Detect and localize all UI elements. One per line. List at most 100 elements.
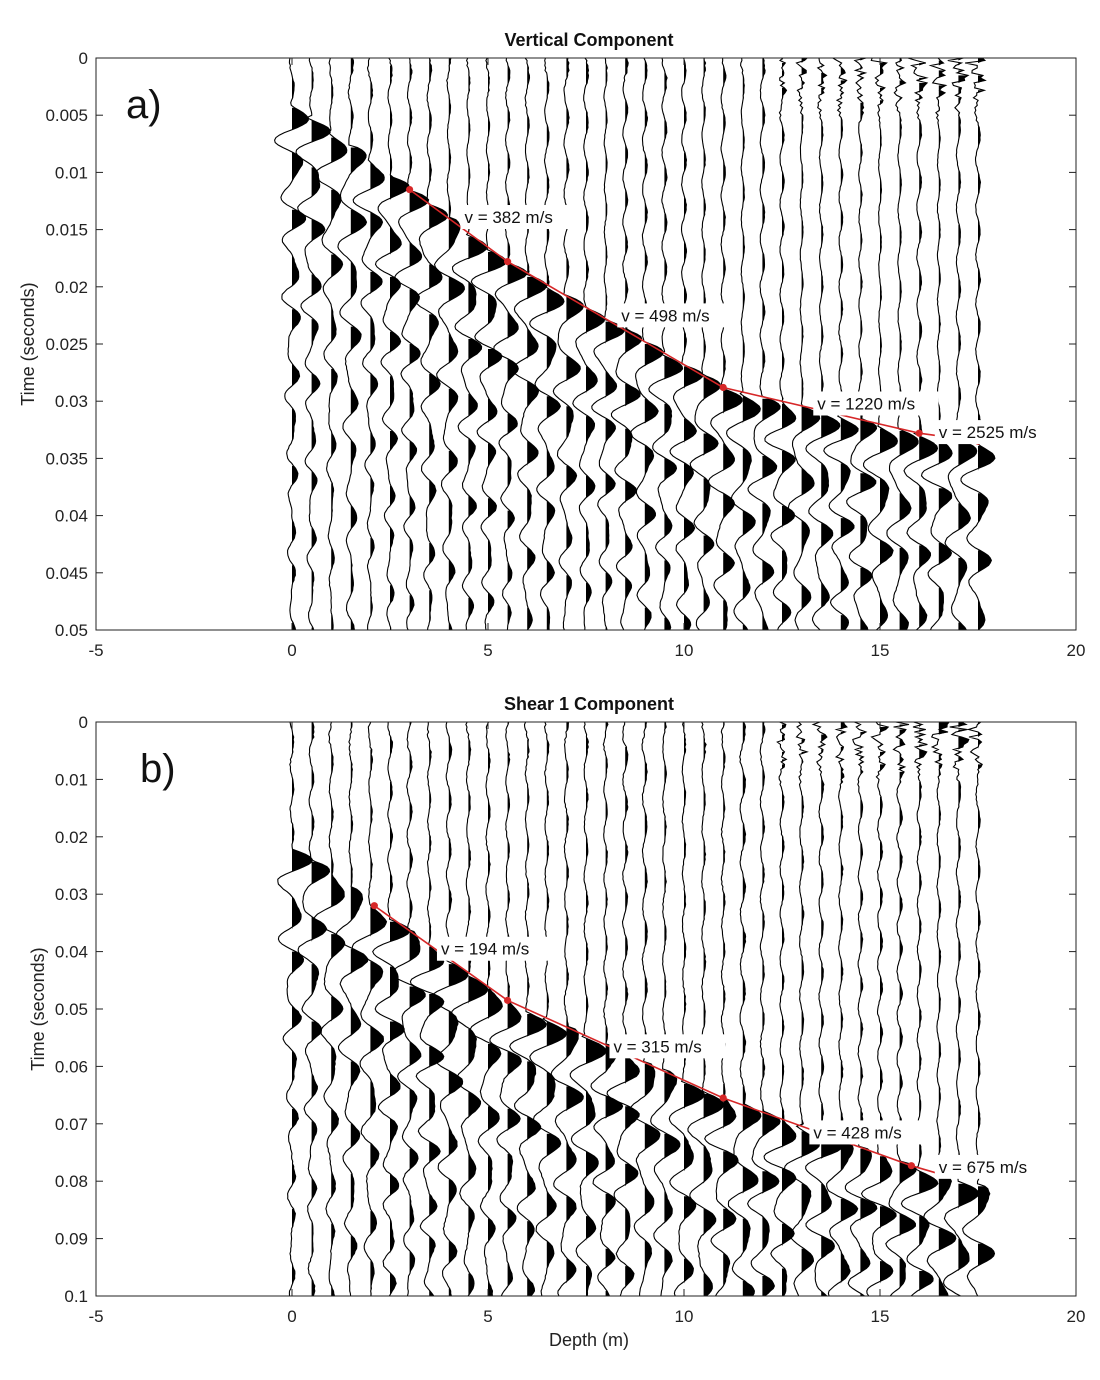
x-tick-label: 10 bbox=[675, 1307, 694, 1326]
y-tick-label: 0.025 bbox=[45, 335, 88, 354]
panel-b-title: Shear 1 Component bbox=[504, 694, 674, 714]
x-tick-label: 20 bbox=[1067, 1307, 1086, 1326]
trace-line bbox=[943, 722, 980, 1296]
trace-line bbox=[493, 58, 528, 630]
y-tick-label: 0.1 bbox=[64, 1287, 88, 1306]
y-tick-label: 0.015 bbox=[45, 221, 88, 240]
trace-line bbox=[860, 722, 897, 1296]
trace-fill bbox=[331, 722, 345, 1296]
x-tick-label: 15 bbox=[871, 641, 890, 660]
trace-fill bbox=[978, 722, 995, 1267]
trace-fill bbox=[840, 63, 859, 630]
trace-fill bbox=[370, 722, 387, 1296]
panel-vertical-component: Vertical Component a) v = 382 m/s v = 498… bbox=[18, 30, 1085, 660]
trace-fill bbox=[527, 739, 547, 1296]
y-tick-label: 0.035 bbox=[45, 449, 88, 468]
panel-a-traces bbox=[274, 58, 996, 630]
trace-line bbox=[746, 722, 781, 1296]
trace-line bbox=[489, 722, 522, 1296]
y-tick-label: 0 bbox=[79, 713, 88, 732]
trace-fill bbox=[429, 742, 444, 1296]
velocity-label: v = 428 m/s bbox=[813, 1123, 901, 1142]
y-tick-label: 0.02 bbox=[55, 278, 88, 297]
pick-marker bbox=[406, 185, 414, 194]
trace-line bbox=[552, 58, 584, 630]
trace-line bbox=[763, 722, 797, 1296]
trace-line bbox=[297, 722, 331, 1296]
x-tick-label: 15 bbox=[871, 1307, 890, 1326]
trace-line bbox=[394, 58, 430, 630]
trace-line bbox=[606, 722, 640, 1296]
pick-marker bbox=[504, 996, 512, 1004]
y-tick-label: 0.08 bbox=[55, 1172, 88, 1191]
x-tick-label: 5 bbox=[483, 641, 492, 660]
panel-a-frame bbox=[95, 57, 1077, 631]
trace-fill bbox=[409, 722, 426, 1276]
trace-fill bbox=[546, 75, 564, 630]
trace-line bbox=[962, 722, 996, 1296]
trace-line bbox=[923, 722, 957, 1296]
y-tick-label: 0.04 bbox=[55, 507, 88, 526]
pick-marker bbox=[504, 258, 512, 266]
trace-line bbox=[312, 722, 346, 1296]
trace-line bbox=[726, 58, 761, 630]
x-tick-label: 0 bbox=[287, 641, 296, 660]
trace-line bbox=[648, 58, 684, 630]
trace-fill bbox=[311, 722, 330, 1296]
trace-fill bbox=[703, 734, 724, 1296]
trace-fill bbox=[644, 60, 664, 630]
y-tick-label: 0.07 bbox=[55, 1115, 88, 1134]
trace-line bbox=[591, 58, 626, 630]
trace-line bbox=[351, 722, 388, 1296]
velocity-label: v = 675 m/s bbox=[939, 1158, 1027, 1177]
velocity-label-bg bbox=[436, 936, 553, 961]
trace-line bbox=[707, 58, 743, 630]
trace-line bbox=[787, 58, 821, 630]
trace-line bbox=[433, 58, 465, 630]
trace-fill bbox=[880, 63, 898, 628]
y-tick-label: 0.03 bbox=[55, 392, 88, 411]
velocity-label: v = 2525 m/s bbox=[939, 423, 1037, 442]
panel-b-traces bbox=[277, 722, 996, 1296]
trace-line bbox=[337, 58, 368, 630]
trace-line bbox=[610, 58, 643, 630]
trace-fill bbox=[880, 727, 897, 1284]
trace-line bbox=[805, 58, 841, 630]
panel-a-letter: a) bbox=[126, 83, 162, 127]
trace-line bbox=[352, 58, 385, 630]
trace-line bbox=[314, 58, 348, 630]
trace-line bbox=[295, 58, 331, 630]
velocity-label: v = 498 m/s bbox=[621, 306, 709, 325]
velocity-label: v = 1220 m/s bbox=[817, 394, 915, 413]
velocity-label-bg bbox=[934, 420, 1060, 445]
panel-a-y-axis-label: Time (seconds) bbox=[18, 282, 38, 405]
panel-b-frame bbox=[95, 721, 1077, 1297]
trace-line bbox=[529, 58, 565, 630]
trace-line bbox=[863, 58, 898, 630]
trace-fill bbox=[586, 734, 606, 1296]
trace-fill bbox=[468, 70, 487, 621]
pick-marker bbox=[719, 383, 727, 392]
trace-line bbox=[274, 58, 309, 630]
pick-marker bbox=[915, 429, 923, 437]
y-tick-label: 0.09 bbox=[55, 1230, 88, 1249]
trace-line bbox=[669, 58, 704, 630]
velocity-label-bg bbox=[934, 1154, 1051, 1179]
pick-marker bbox=[907, 1162, 915, 1170]
trace-fill bbox=[605, 63, 625, 630]
trace-line bbox=[689, 58, 721, 630]
panel-b-picks bbox=[370, 902, 943, 1178]
trace-fill bbox=[292, 75, 309, 630]
trace-line bbox=[512, 58, 547, 630]
trace-fill bbox=[821, 65, 840, 608]
trace-fill bbox=[370, 80, 385, 618]
trace-line bbox=[335, 722, 369, 1296]
trace-line bbox=[764, 58, 797, 630]
trace-line bbox=[277, 722, 313, 1296]
trace-line bbox=[903, 58, 939, 630]
trace-fill bbox=[664, 722, 680, 1276]
panel-b-letter: b) bbox=[140, 747, 176, 791]
panel-b-y-axis-label: Time (seconds) bbox=[28, 947, 48, 1070]
trace-line bbox=[747, 58, 781, 630]
